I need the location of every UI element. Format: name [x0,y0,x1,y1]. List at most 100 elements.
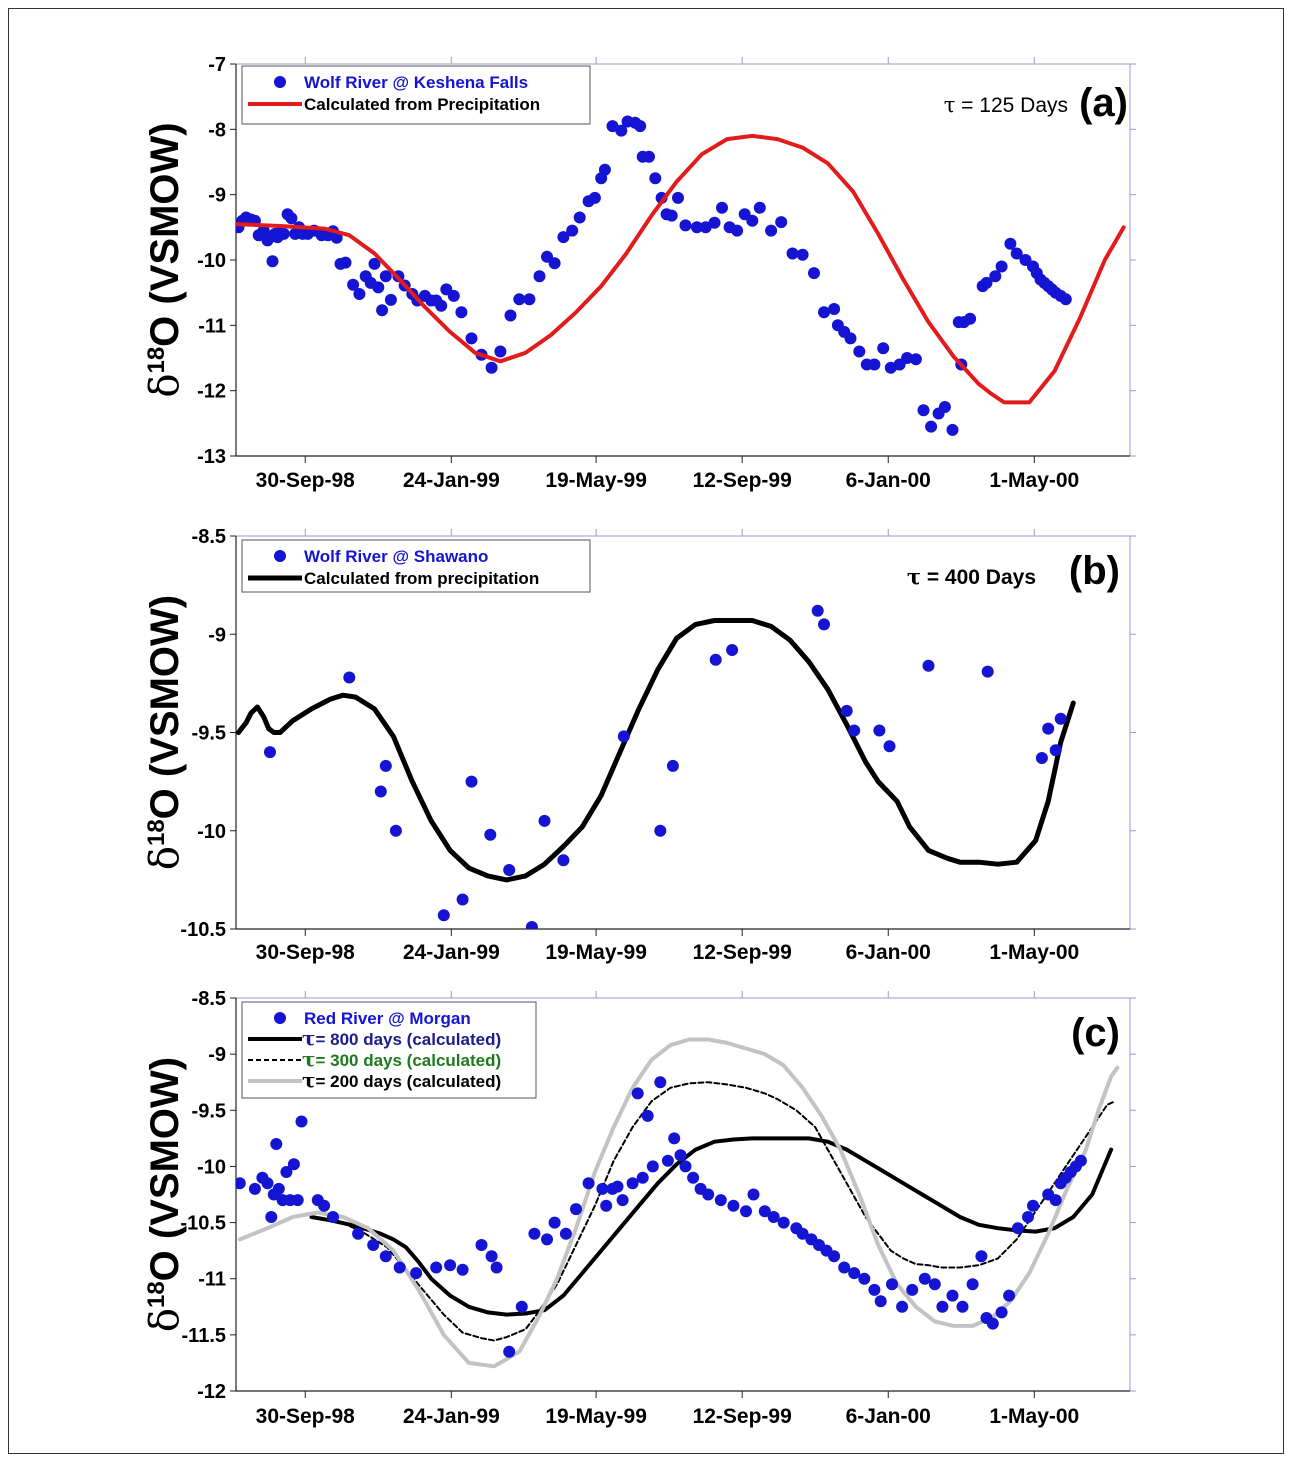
data-point [995,260,1008,273]
data-point [295,1115,308,1128]
legend-label-text: = 200 days (calculated) [315,1072,501,1091]
panel-label: (a) [1079,81,1128,125]
tau-annotation: τ = 400 Days [907,564,1036,589]
series-line-1 [236,133,1126,405]
data-point [456,1263,469,1276]
legend-label: τ= 800 days (calculated) [302,1026,501,1050]
x-tick-label: 30-Sep-98 [256,469,356,492]
data-point [455,306,468,319]
legend-label: τ= 200 days (calculated) [302,1068,501,1092]
data-point [995,1306,1008,1319]
data-point [964,312,977,325]
data-point [1074,1154,1087,1167]
data-point [541,1233,553,1246]
legend-label: Red River @ Morgan [304,1009,471,1028]
data-point [557,854,570,867]
data-point [956,1300,969,1313]
data-point [796,1227,809,1240]
data-point [828,303,841,315]
data-point [1059,293,1072,306]
data-point [918,1272,931,1285]
data-point [986,1317,999,1330]
data-point [410,1267,423,1280]
y-tick-label: -10 [197,821,226,843]
data-point [1035,752,1048,764]
data-point [548,1216,561,1229]
data-point [379,759,392,772]
data-point [525,921,538,929]
data-point [533,270,546,283]
chart-panel-c: -8.5 -9 -9.5 -10 -10.5 -11 -11.5 -12 30-Sep-98 24… [142,988,1136,1428]
data-point [811,604,824,617]
data-point [515,1300,528,1313]
data-point [430,1261,443,1274]
y-tick-label: -9 [208,624,226,646]
data-point [559,1227,572,1240]
data-point [714,1194,727,1207]
data-point [1054,712,1067,725]
data-point [465,775,478,788]
legend-tau: τ [302,1026,315,1050]
chart-panel-a: -7 -8 -9 -10 -11 -12 -13 30-Sep-98 24-Jan-99 19-M… [142,54,1136,492]
x-tick-label: 12-Sep-99 [693,1405,792,1428]
data-point [1022,1211,1034,1223]
data-point [248,1182,261,1195]
legend-label: τ= 300 days (calculated) [302,1047,501,1071]
data-point [264,746,276,759]
data-point [318,1199,331,1212]
data-point [679,219,692,232]
y-tick-label: -12 [197,381,226,403]
data-point [873,724,886,737]
x-tick-label: 24-Jan-99 [403,1405,500,1428]
data-point [285,212,298,225]
data-point [287,1158,300,1171]
data-point [702,1188,715,1201]
data-point [883,740,896,753]
y-tick-label: -10.5 [180,1213,226,1235]
series-line-2 [310,1081,1116,1342]
data-point [1042,722,1055,735]
data-point [557,231,570,244]
data-point [708,216,721,229]
legend-marker [274,76,286,88]
data-point [928,1278,941,1291]
y-tick-label: -11 [198,1269,226,1291]
data-point [1004,237,1017,250]
y-tick-label: -11.5 [182,1325,226,1347]
panel-label: (b) [1069,549,1120,593]
data-point [853,345,866,358]
data-point [989,270,1002,283]
data-point [767,1211,780,1223]
y-tick-label: -7 [208,54,226,76]
data-point [765,224,778,237]
data-point [352,1227,365,1240]
x-tick-label: 1-May-00 [989,1405,1079,1428]
data-point [874,1295,887,1308]
data-point [437,909,450,922]
data-point [654,824,667,837]
data-point [886,1278,898,1291]
data-point [374,785,387,798]
data-point [758,1205,771,1218]
data-point [339,256,352,269]
data-point [588,191,601,204]
data-point [368,257,381,270]
x-tick-label: 19-May-99 [545,469,647,492]
legend-box [241,539,591,593]
data-point [753,201,766,214]
data-point [291,1194,304,1207]
x-tick-label: 19-May-99 [545,1405,647,1428]
data-point [485,361,498,374]
data-point [490,1261,503,1274]
data-point [925,420,938,433]
data-point [616,1194,629,1207]
data-point [746,214,759,227]
data-point [877,342,890,355]
data-point [777,1216,790,1229]
data-point [808,267,820,280]
data-point [465,332,478,345]
data-point [672,191,684,204]
data-point [600,1199,613,1212]
data-point [372,281,385,294]
x-tick-label: 24-Jan-99 [403,941,500,964]
